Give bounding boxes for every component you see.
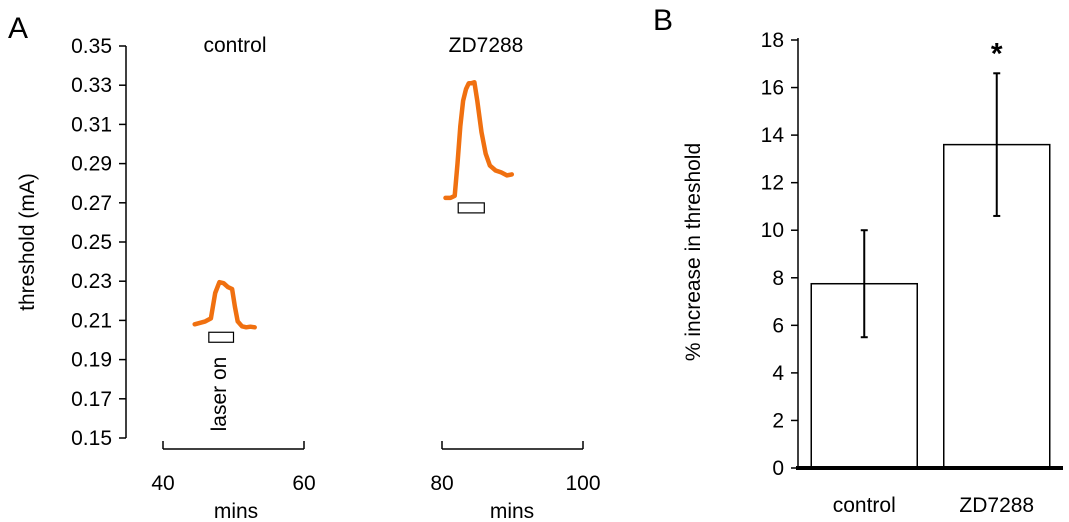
- panel-b-x-labels: control ZD7288: [833, 494, 1034, 517]
- laser-on-label: laser on: [208, 357, 231, 432]
- panel-a-y-ticks: 0.15 0.17 0.19 0.21 0.23 0.25 0.27 0.29 0.31 0.33…: [71, 35, 126, 450]
- panel-b-y-tick-label: 18: [761, 29, 784, 52]
- panel-b-y-tick-label: 12: [761, 172, 784, 195]
- subplot-control-x-tick-label: 40: [151, 472, 174, 495]
- panel-b-y-ticks: 0 2 4 6 8 10 12 14 16 18: [761, 29, 798, 480]
- panel-b-y-tick-label: 8: [772, 267, 784, 290]
- panel-b-y-tick-label: 14: [761, 124, 785, 147]
- x-category-label: control: [833, 494, 896, 517]
- panel-a-y-tick-label: 0.19: [71, 349, 112, 372]
- panel-a-y-tick-label: 0.25: [71, 231, 112, 254]
- panel-a-y-tick-label: 0.23: [71, 270, 112, 293]
- threshold-trace-line: [443, 80, 515, 201]
- threshold-trace-line: [192, 279, 257, 330]
- subplot-zd7288-title: ZD7288: [449, 34, 524, 57]
- panel-a-y-axis-label: threshold (mA): [16, 173, 39, 311]
- panel-b-y-tick-label: 4: [772, 362, 784, 385]
- subplot-zd7288-x-tick-label: 100: [565, 472, 600, 495]
- panel-a-label: A: [8, 12, 28, 45]
- panel-b-bars: *: [810, 37, 1051, 469]
- panel-b-y-tick-label: 10: [761, 219, 784, 242]
- laser-on-marker: [457, 202, 485, 214]
- panel-a-y-tick-label: 0.21: [71, 309, 112, 332]
- laser-on-marker: [208, 331, 235, 343]
- x-category-label: ZD7288: [959, 494, 1034, 517]
- subplot-zd7288-plot: [443, 80, 515, 214]
- panel-b-y-tick-label: 2: [772, 409, 784, 432]
- subplot-control-plot: [192, 279, 257, 343]
- panel-a-chart: 0.15 0.17 0.19 0.21 0.23 0.25 0.27 0.29 0.31 0.33…: [16, 34, 601, 522]
- panel-a-y-tick-label: 0.15: [71, 427, 112, 450]
- panel-a-y-tick-label: 0.17: [71, 388, 112, 411]
- panel-b-y-tick-label: 6: [772, 314, 784, 337]
- panel-a-y-tick-label: 0.27: [71, 192, 112, 215]
- panel-b-label: B: [653, 4, 673, 37]
- panel-b-y-tick-label: 0: [772, 457, 784, 480]
- subplot-control-x-axis-label: mins: [214, 500, 258, 522]
- panel-b-y-tick-label: 16: [761, 77, 784, 100]
- significance-marker: *: [991, 37, 1003, 70]
- subplot-zd7288-x-tick-label: 80: [430, 472, 453, 495]
- panel-a-y-tick-label: 0.33: [71, 74, 112, 97]
- panel-b-y-axis-label: % increase in threshold: [682, 143, 705, 361]
- subplot-control-title: control: [203, 34, 266, 57]
- subplot-zd7288-x-axis-label: mins: [490, 500, 534, 522]
- panel-a-y-tick-label: 0.31: [71, 113, 112, 136]
- subplot-control-x-tick-label: 60: [292, 472, 315, 495]
- panel-a-y-tick-label: 0.35: [71, 35, 112, 58]
- panel-a-y-tick-label: 0.29: [71, 153, 112, 176]
